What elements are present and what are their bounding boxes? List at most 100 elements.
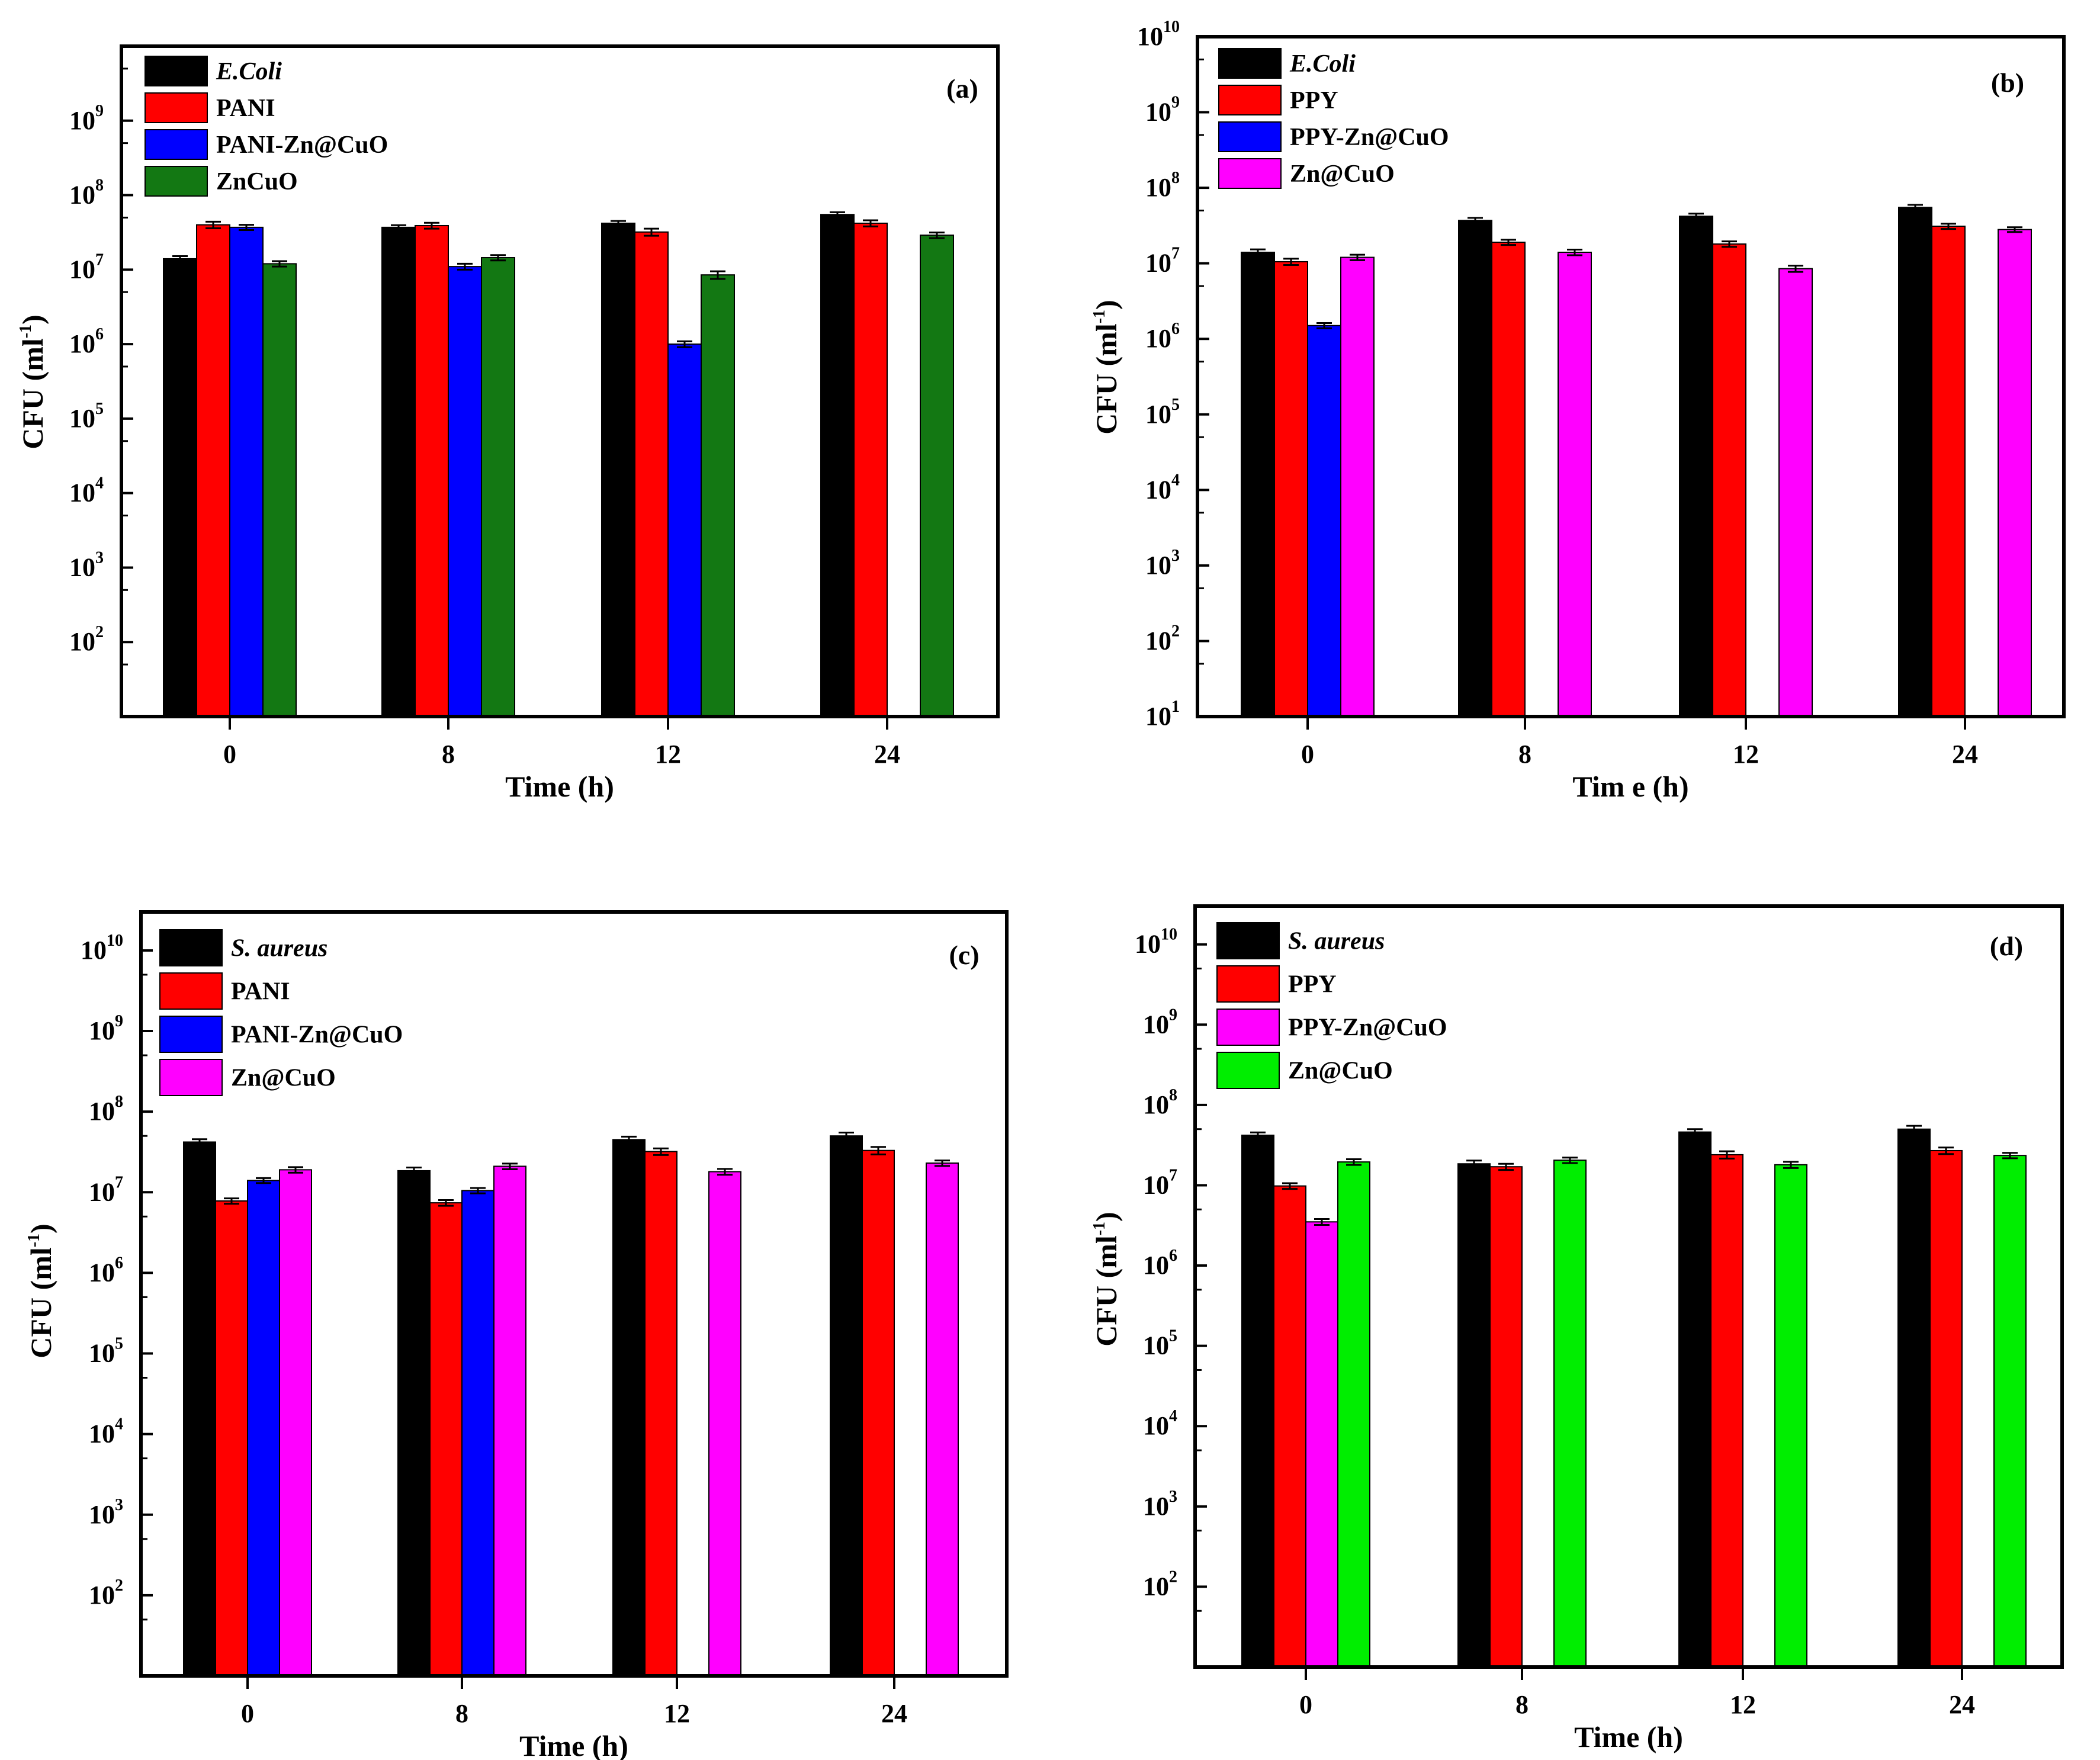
y-axis-title: CFU (ml-1): [1090, 1212, 1123, 1346]
plot-frame: [1196, 35, 2066, 718]
y-tick-label: 108: [89, 1093, 123, 1126]
chart-panel-a: 102 103 104 105 106 107 108 109 0 8 12 24 Time (h) CF…: [16, 44, 1000, 803]
legend-label: PPY: [1290, 87, 1338, 114]
y-tick-label: 102: [69, 623, 104, 656]
x-axis-title: Time (h): [505, 770, 614, 803]
bar-zn-cuo-t8: [1553, 1160, 1587, 1668]
legend-label: ZnCuO: [216, 168, 298, 195]
x-tick-label: 24: [1952, 740, 1978, 769]
x-tick-label: 8: [1515, 1690, 1529, 1719]
y-tick-label: 107: [1143, 1166, 1177, 1199]
bar-ppy-t12: [1712, 243, 1746, 718]
y-tick-label: 1010: [81, 932, 123, 965]
x-tick-label: 12: [655, 740, 681, 769]
bar-zn-cuo-t0: [1340, 256, 1375, 717]
y-tick-label: 1010: [1137, 18, 1180, 51]
legend-swatch: [145, 92, 208, 123]
bar-ppy-t8: [1489, 1166, 1523, 1668]
bar-pani-t8: [429, 1202, 463, 1677]
y-tick-label: 105: [1143, 1327, 1177, 1360]
y-tick-label: 107: [1145, 245, 1180, 278]
x-axis-title: Time (h): [519, 1729, 628, 1760]
bar-zn-cuo-t8: [493, 1165, 526, 1677]
bar-e-coli-t24: [1898, 207, 1932, 717]
y-tick-label: 109: [69, 102, 104, 135]
bar-pani-zn-cuo-t0: [247, 1180, 280, 1677]
y-tick-label: 105: [89, 1335, 123, 1368]
legend-swatch: [145, 166, 208, 197]
y-tick-label: 102: [89, 1576, 123, 1610]
legend-label: E.Coli: [216, 58, 282, 85]
bar-ppy-t0: [1274, 261, 1308, 717]
x-tick-label: 0: [223, 740, 236, 769]
bar-ppy-zn-cuo-t0: [1305, 1221, 1338, 1668]
bar-zn-cuo-t0: [1337, 1161, 1370, 1668]
x-tick-label: 24: [874, 740, 900, 769]
bar-e-coli-t12: [1679, 216, 1713, 717]
bar-e-coli-t0: [1241, 252, 1275, 717]
x-tick-label: 0: [241, 1699, 254, 1728]
y-tick-label: 109: [1143, 1006, 1177, 1039]
y-tick-label: 102: [1145, 622, 1180, 655]
y-tick-label: 108: [69, 176, 104, 210]
panel-label: (d): [1990, 931, 2023, 961]
bar-zn-cuo-t24: [1993, 1155, 2027, 1668]
legend-label: S. aureus: [231, 935, 327, 962]
x-tick-label: 24: [1949, 1690, 1975, 1719]
y-tick-label: 109: [1145, 94, 1180, 127]
y-tick-label: 103: [1145, 547, 1180, 580]
legend-swatch: [159, 1016, 223, 1053]
y-tick-label: 1010: [1135, 926, 1177, 959]
chart-panel-b: 101 102 103 104 105 106 107 108 109 1010 0 8 12 24 Tim…: [1090, 18, 2066, 803]
bar-zncuo-t12: [701, 274, 735, 717]
y-tick-label: 103: [89, 1496, 123, 1529]
bar-e-coli-t8: [381, 226, 416, 717]
legend-swatch: [1216, 965, 1280, 1003]
bar-pani-t0: [196, 224, 230, 718]
panel-label: (c): [949, 940, 979, 970]
legend-swatch: [145, 56, 208, 86]
y-tick-label: 107: [69, 250, 104, 284]
bar-s-aureus-t24: [830, 1135, 863, 1677]
legend-label: PPY-Zn@CuO: [1290, 124, 1449, 151]
y-tick-label: 106: [69, 325, 104, 358]
plot-frame: [1193, 904, 2064, 1669]
bar-pani-zn-cuo-t0: [229, 226, 264, 717]
legend-swatch: [1218, 121, 1282, 152]
bar-zn-cuo-t24: [926, 1162, 959, 1677]
plot-frame: [120, 44, 1000, 718]
chart-panel-d: 102 103 104 105 106 107 108 109 1010 0 8 12 24 Time (…: [1090, 904, 2064, 1753]
bar-zn-cuo-t24: [1998, 229, 2032, 718]
legend-label: PPY: [1288, 971, 1337, 998]
panel-label: (a): [946, 73, 978, 104]
panel-label: (b): [1991, 68, 2024, 98]
bar-s-aureus-t0: [183, 1141, 216, 1677]
bar-s-aureus-t12: [612, 1139, 646, 1677]
y-tick-label: 104: [69, 474, 104, 508]
y-axis-title: CFU (ml-1): [1090, 300, 1123, 434]
y-tick-label: 108: [1143, 1086, 1177, 1119]
y-tick-label: 102: [1143, 1568, 1177, 1601]
bar-zncuo-t0: [262, 263, 297, 717]
legend-label: PANI: [231, 978, 290, 1006]
x-tick-label: 12: [1733, 740, 1759, 769]
legend-swatch: [145, 129, 208, 160]
x-tick-label: 12: [1730, 1690, 1756, 1719]
y-tick-label: 107: [89, 1173, 123, 1206]
y-tick-label: 105: [69, 400, 104, 433]
bar-ppy-t0: [1273, 1185, 1306, 1668]
x-tick-label: 0: [1299, 1690, 1312, 1719]
bar-zncuo-t24: [920, 235, 954, 717]
x-tick-label: 8: [442, 740, 455, 769]
legend-label: S. aureus: [1288, 928, 1385, 955]
legend-swatch: [159, 929, 223, 966]
bar-pani-zn-cuo-t8: [461, 1190, 495, 1677]
legend-label: E.Coli: [1289, 50, 1356, 78]
bar-zn-cuo-t12: [1774, 1164, 1807, 1668]
bar-s-aureus-t8: [1457, 1163, 1491, 1668]
x-tick-label: 8: [1518, 740, 1531, 769]
legend-swatch: [1216, 1009, 1280, 1046]
y-axis-title: CFU (ml-1): [24, 1223, 57, 1358]
legend-label: PANI: [216, 95, 275, 122]
